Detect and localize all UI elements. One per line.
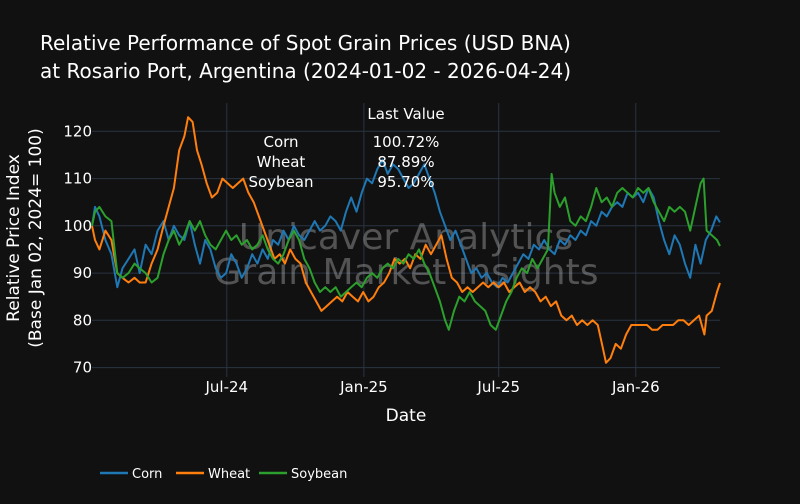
y-tick-label: 120 [63, 122, 92, 140]
last-value-table: Last Value Corn 100.72% Wheat 87.89% Soy… [248, 105, 444, 191]
x-axis-ticks: Jul-24 Jan-25 Jul-25 Jan-26 [204, 378, 659, 396]
legend: Corn Wheat Soybean [100, 467, 347, 482]
x-axis-label: Date [386, 406, 427, 426]
x-tick-label: Jan-26 [611, 378, 660, 396]
y-tick-label: 90 [73, 264, 92, 282]
y-tick-label: 100 [63, 217, 92, 235]
last-value-wheat: 87.89% [377, 153, 434, 171]
series-lines [91, 116, 721, 364]
legend-item-corn[interactable]: Corn [100, 467, 162, 482]
x-tick-label: Jul-25 [476, 378, 520, 396]
y-axis-ticks: 70 80 90 100 110 120 [63, 122, 92, 376]
y-axis-label-line-1: Relative Price Index [4, 154, 24, 322]
last-value-name-soybean: Soybean [248, 173, 313, 191]
y-axis-label: Relative Price Index (Base Jan 02, 2024=… [4, 128, 46, 347]
last-value-header: Last Value [367, 105, 444, 123]
watermark-line-1: Unicaver Analytics [239, 217, 573, 258]
series-line-corn [91, 158, 721, 289]
last-value-name-corn: Corn [263, 133, 298, 151]
legend-label: Corn [132, 467, 162, 482]
series-line-wheat [91, 116, 721, 364]
last-value-soybean: 95.70% [377, 173, 434, 191]
y-tick-label: 110 [63, 170, 92, 188]
series-line-soybean [91, 172, 721, 331]
chart-title: Relative Performance of Spot Grain Price… [40, 31, 571, 83]
legend-label: Wheat [208, 467, 250, 482]
legend-item-soybean[interactable]: Soybean [259, 467, 347, 482]
last-value-corn: 100.72% [373, 133, 440, 151]
x-tick-label: Jul-24 [204, 378, 248, 396]
y-tick-label: 80 [73, 311, 92, 329]
y-axis-label-line-2: (Base Jan 02, 2024= 100) [26, 128, 46, 347]
x-tick-label: Jan-25 [339, 378, 388, 396]
chart-title-line-2: at Rosario Port, Argentina (2024-01-02 -… [40, 59, 571, 83]
last-value-name-wheat: Wheat [257, 153, 306, 171]
legend-label: Soybean [291, 467, 347, 482]
watermark: Unicaver Analytics Grain Market Insights [214, 217, 599, 293]
legend-item-wheat[interactable]: Wheat [176, 467, 250, 482]
chart-title-line-1: Relative Performance of Spot Grain Price… [40, 31, 571, 55]
y-tick-label: 70 [73, 359, 92, 377]
